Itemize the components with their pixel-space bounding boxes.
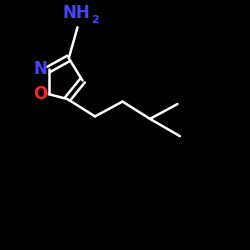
Text: O: O	[33, 85, 48, 103]
Text: N: N	[34, 60, 48, 78]
Text: 2: 2	[91, 15, 99, 25]
Text: NH: NH	[62, 4, 90, 22]
